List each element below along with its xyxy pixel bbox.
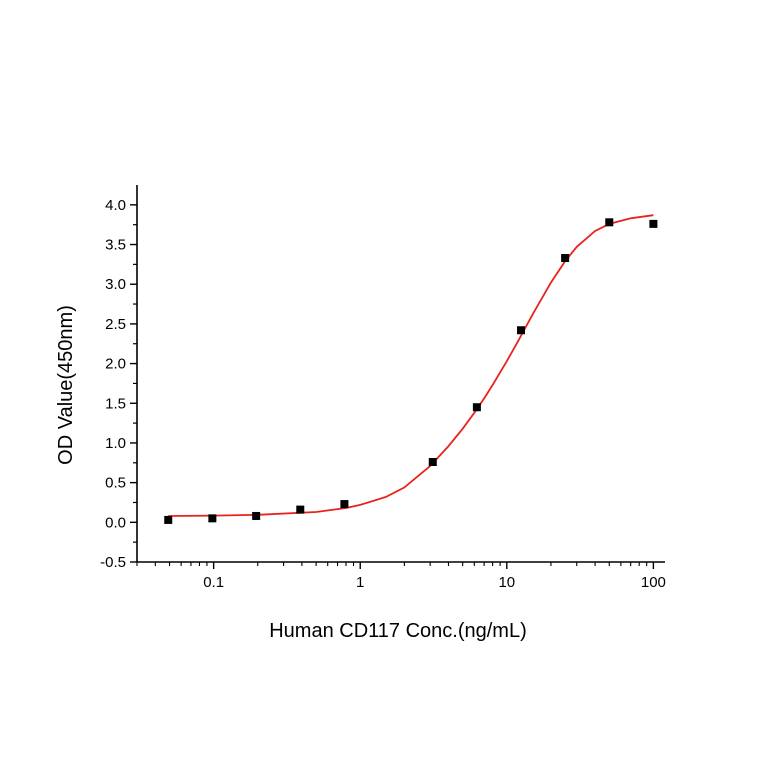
axes [136,185,665,563]
data-point [252,511,261,520]
y-tick-label: 4.0 [105,197,126,214]
data-point [605,218,614,227]
y-axis-ticks: -0.5 0.0 0.5 1.0 1.5 2.0 2.5 3.0 3.5 4.0 [100,197,137,571]
data-point [472,403,481,412]
y-tick-label: 3.5 [105,237,126,254]
y-tick-label: 0.5 [105,475,126,492]
data-point [164,515,173,524]
data-point [649,219,658,228]
x-axis-label: Human CD117 Conc.(ng/mL) [269,620,527,642]
x-tick-label: 0.1 [203,574,224,591]
data-point [340,500,349,509]
x-tick-label: 10 [498,574,515,591]
y-tick-label: 2.5 [105,316,126,333]
data-point [296,505,305,514]
y-tick-label: 1.0 [105,435,126,452]
x-axis-ticks: 0.1 1 10 100 [136,562,666,591]
y-axis-label: OD Value(450nm) [55,305,77,465]
y-tick-label: 2.0 [105,356,126,373]
y-tick-label: 1.5 [105,395,126,412]
x-tick-label: 1 [356,574,364,591]
fit-curve-line [168,214,654,517]
y-tick-label: -0.5 [100,554,126,571]
data-point [428,457,437,466]
series-layer [164,214,658,524]
y-tick-label: 3.0 [105,276,126,293]
data-point [208,514,217,523]
data-point [561,254,570,263]
y-tick-label: 0.0 [105,514,126,531]
data-point [517,326,526,335]
x-tick-label: 100 [641,574,666,591]
